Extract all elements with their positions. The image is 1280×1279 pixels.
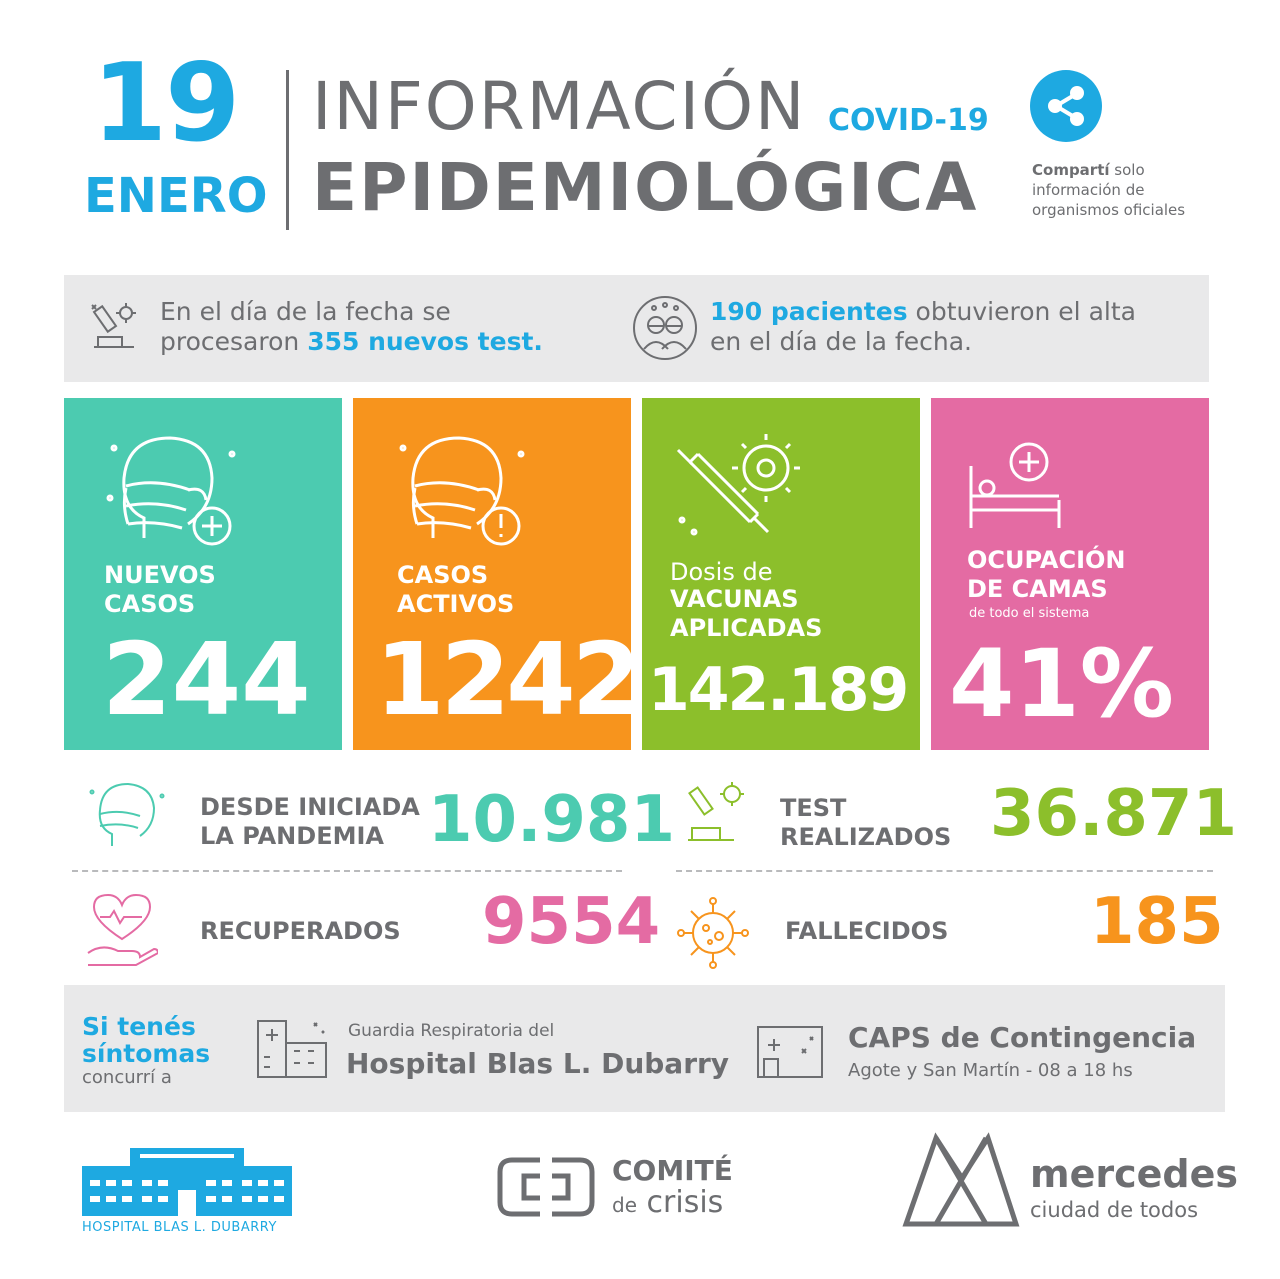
tile-vacunas: Dosis de VACUNAS APLICADAS 142.189 bbox=[642, 398, 920, 750]
info-band: En el día de la fecha se procesaron 355 … bbox=[64, 275, 1209, 382]
stat-recuperados-value: 9554 bbox=[482, 885, 661, 959]
hospital-bed-icon bbox=[967, 440, 1067, 536]
tests-today-line1: En el día de la fecha se bbox=[160, 297, 451, 326]
stat-pandemia-value: 10.981 bbox=[428, 783, 675, 857]
comite-logo-icon bbox=[496, 1156, 596, 1222]
tile-activos-label1: CASOS bbox=[397, 561, 489, 589]
comite-line1: COMITÉ bbox=[612, 1154, 733, 1187]
symptoms-note: Si tenés síntomas concurrí a bbox=[82, 1013, 210, 1089]
date-month: ENERO bbox=[84, 168, 268, 224]
masked-head-plus-icon bbox=[104, 428, 244, 562]
stats-divider-right bbox=[676, 870, 1213, 872]
share-note-line2: información de bbox=[1032, 181, 1145, 199]
tile-camas: OCUPACIÓN DE CAMAS de todo el sistema 41… bbox=[931, 398, 1209, 750]
hospital-logo-icon bbox=[82, 1146, 292, 1220]
tile-nuevos-label2: CASOS bbox=[104, 590, 196, 618]
stat-recuperados-label: RECUPERADOS bbox=[200, 917, 401, 945]
tile-camas-label2: DE CAMAS bbox=[967, 575, 1108, 603]
symptoms-line1: Si tenés bbox=[82, 1012, 196, 1041]
tile-activos-value: 1242 bbox=[375, 621, 641, 738]
symptoms-line3: concurrí a bbox=[82, 1067, 172, 1088]
tile-camas-value: 41% bbox=[949, 630, 1174, 739]
alta-line2: en el día de la fecha. bbox=[710, 327, 972, 356]
share-note-line3: organismos oficiales bbox=[1032, 201, 1186, 219]
tile-nuevos-casos: NUEVOS CASOS 244 bbox=[64, 398, 342, 750]
comite-line2: de crisis bbox=[612, 1188, 723, 1220]
microscope-icon bbox=[86, 297, 142, 361]
symptoms-line2: síntomas bbox=[82, 1039, 211, 1068]
share-note: Compartí solo información de organismos … bbox=[1032, 160, 1185, 220]
virus-icon bbox=[676, 896, 750, 974]
stat-test-value: 36.871 bbox=[990, 777, 1237, 851]
tile-casos-activos: CASOS ACTIVOS 1242 bbox=[353, 398, 641, 750]
stat-fallecidos-label: FALLECIDOS bbox=[785, 917, 949, 945]
masked-head-alert-icon bbox=[393, 428, 533, 562]
heart-hand-icon bbox=[86, 893, 160, 971]
mercedes-line2: ciudad de todos bbox=[1030, 1198, 1199, 1222]
hospital-logo-text: HOSPITAL BLAS L. DUBARRY bbox=[82, 1220, 277, 1235]
hospital-building-icon bbox=[254, 1017, 330, 1083]
stat-test-label2: REALIZADOS bbox=[780, 823, 952, 851]
date-day: 19 bbox=[92, 41, 240, 166]
share-icon[interactable] bbox=[1030, 70, 1102, 142]
vaccine-virus-icon bbox=[670, 432, 800, 546]
tile-nuevos-value: 244 bbox=[102, 621, 311, 738]
stat-test-label1: TEST bbox=[780, 794, 847, 822]
contact-band: Si tenés síntomas concurrí a Guardia Res… bbox=[64, 985, 1225, 1112]
stat-fallecidos-value: 185 bbox=[1090, 885, 1224, 959]
share-note-rest: solo bbox=[1109, 161, 1145, 179]
tests-today-count: 355 nuevos test. bbox=[307, 327, 543, 356]
tile-nuevos-label1: NUEVOS bbox=[104, 561, 216, 589]
tests-today-prefix: procesaron bbox=[160, 327, 308, 356]
comite-de: de bbox=[612, 1193, 637, 1217]
mercedes-logo-icon bbox=[902, 1132, 1020, 1232]
caps-detail: Agote y San Martín - 08 a 18 hs bbox=[848, 1060, 1133, 1081]
share-note-bold: Compartí bbox=[1032, 161, 1110, 179]
header-divider bbox=[286, 70, 289, 230]
tile-vacunas-pre: Dosis de bbox=[670, 558, 773, 586]
alta-line1-rest: obtuvieron el alta bbox=[907, 297, 1136, 326]
stat-pandemia-label2: LA PANDEMIA bbox=[200, 822, 384, 850]
lab-microscope-icon bbox=[682, 776, 752, 852]
hospital-name: Hospital Blas L. Dubarry bbox=[346, 1047, 730, 1080]
masked-head-icon bbox=[88, 778, 168, 854]
tile-activos-label2: ACTIVOS bbox=[397, 590, 515, 618]
tests-today-text: En el día de la fecha se procesaron 355 … bbox=[160, 297, 543, 357]
tile-vacunas-label1: VACUNAS bbox=[670, 585, 799, 613]
tile-vacunas-label2: APLICADAS bbox=[670, 614, 823, 642]
alta-count: 190 pacientes bbox=[710, 297, 908, 326]
covid-label: COVID-19 bbox=[828, 103, 989, 138]
alta-text: 190 pacientes obtuvieron el alta en el d… bbox=[710, 297, 1136, 357]
tile-camas-label1: OCUPACIÓN bbox=[967, 546, 1126, 574]
comite-crisis: crisis bbox=[646, 1185, 724, 1220]
stats-divider-left bbox=[72, 870, 622, 872]
tile-vacunas-value: 142.189 bbox=[648, 655, 909, 725]
mercedes-line1: mercedes bbox=[1030, 1152, 1238, 1196]
title-line1: INFORMACIÓN bbox=[312, 68, 807, 145]
tile-camas-sub: de todo el sistema bbox=[969, 606, 1090, 621]
patients-icon bbox=[632, 295, 698, 365]
stat-pandemia-label1: DESDE INICIADA bbox=[200, 793, 420, 821]
caps-name: CAPS de Contingencia bbox=[848, 1021, 1197, 1054]
title-line2: EPIDEMIOLÓGICA bbox=[312, 149, 979, 226]
clinic-building-icon bbox=[754, 1023, 826, 1083]
hospital-pre: Guardia Respiratoria del bbox=[348, 1021, 555, 1041]
